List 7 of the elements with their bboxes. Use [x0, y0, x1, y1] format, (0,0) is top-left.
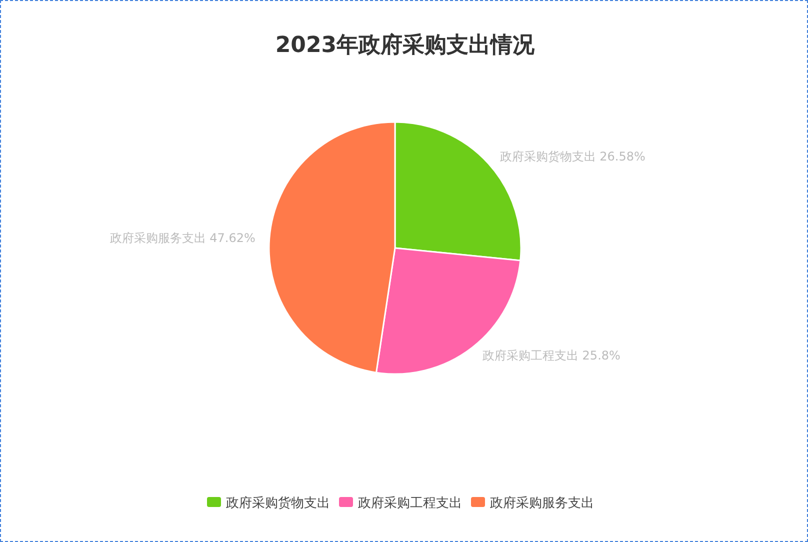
category-label: 政府采购工程支出 25.8% [482, 348, 620, 362]
legend-label: 政府采购服务支出 [490, 495, 594, 511]
legend-label: 政府采购货物支出 [226, 495, 330, 511]
chart-title: 2023年政府采购支出情况 [275, 32, 536, 58]
legend-label: 政府采购工程支出 [358, 495, 462, 511]
category-label: 政府采购货物支出 26.58% [500, 150, 646, 164]
category-label: 政府采购服务支出 47.62% [110, 230, 256, 245]
